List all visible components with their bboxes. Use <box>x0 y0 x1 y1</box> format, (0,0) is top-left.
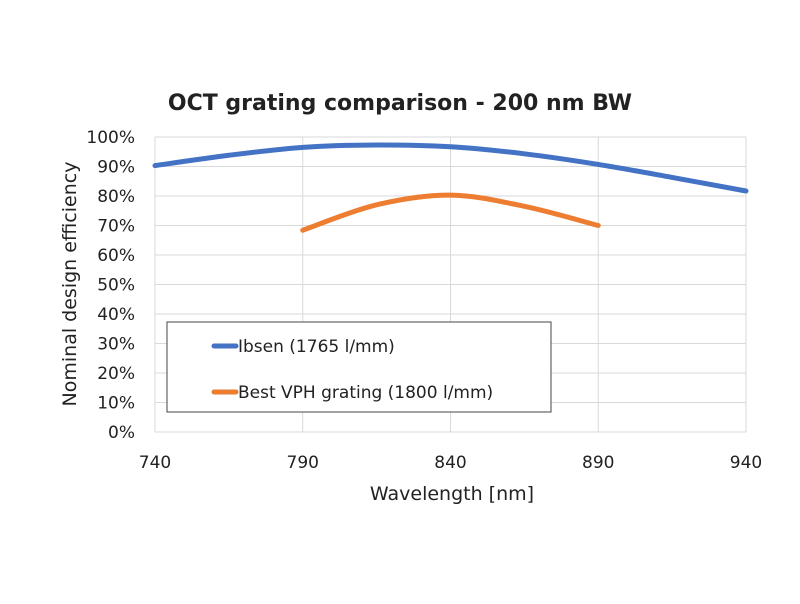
x-tick-label: 890 <box>582 453 614 473</box>
y-tick-label: 100% <box>86 128 135 148</box>
x-tick-label: 840 <box>434 453 466 473</box>
x-tick-label: 940 <box>730 453 762 473</box>
y-tick-label: 40% <box>97 305 135 325</box>
series-line-1 <box>300 192 601 233</box>
chart-title: OCT grating comparison - 200 nm BW <box>168 91 632 116</box>
y-axis-label: Nominal design efficiency <box>59 162 81 407</box>
y-tick-label: 80% <box>97 187 135 207</box>
x-axis-label: Wavelength [nm] <box>370 483 534 505</box>
x-tick-label: 790 <box>287 453 319 473</box>
x-tick-label: 740 <box>139 453 171 473</box>
y-tick-label: 70% <box>97 217 135 237</box>
y-tick-label: 20% <box>97 364 135 384</box>
y-tick-label: 0% <box>108 423 135 443</box>
series-line-0 <box>152 142 749 194</box>
legend-label-0: Ibsen (1765 l/mm) <box>238 337 395 357</box>
legend: Ibsen (1765 l/mm) Best VPH grating (1800 … <box>166 321 552 413</box>
y-tick-label: 10% <box>97 394 135 414</box>
legend-label-1: Best VPH grating (1800 l/mm) <box>238 383 493 403</box>
y-tick-label: 60% <box>97 246 135 266</box>
legend-box <box>166 321 552 413</box>
y-tick-label: 30% <box>97 335 135 355</box>
y-tick-label: 90% <box>97 158 135 178</box>
y-tick-label: 50% <box>97 276 135 296</box>
